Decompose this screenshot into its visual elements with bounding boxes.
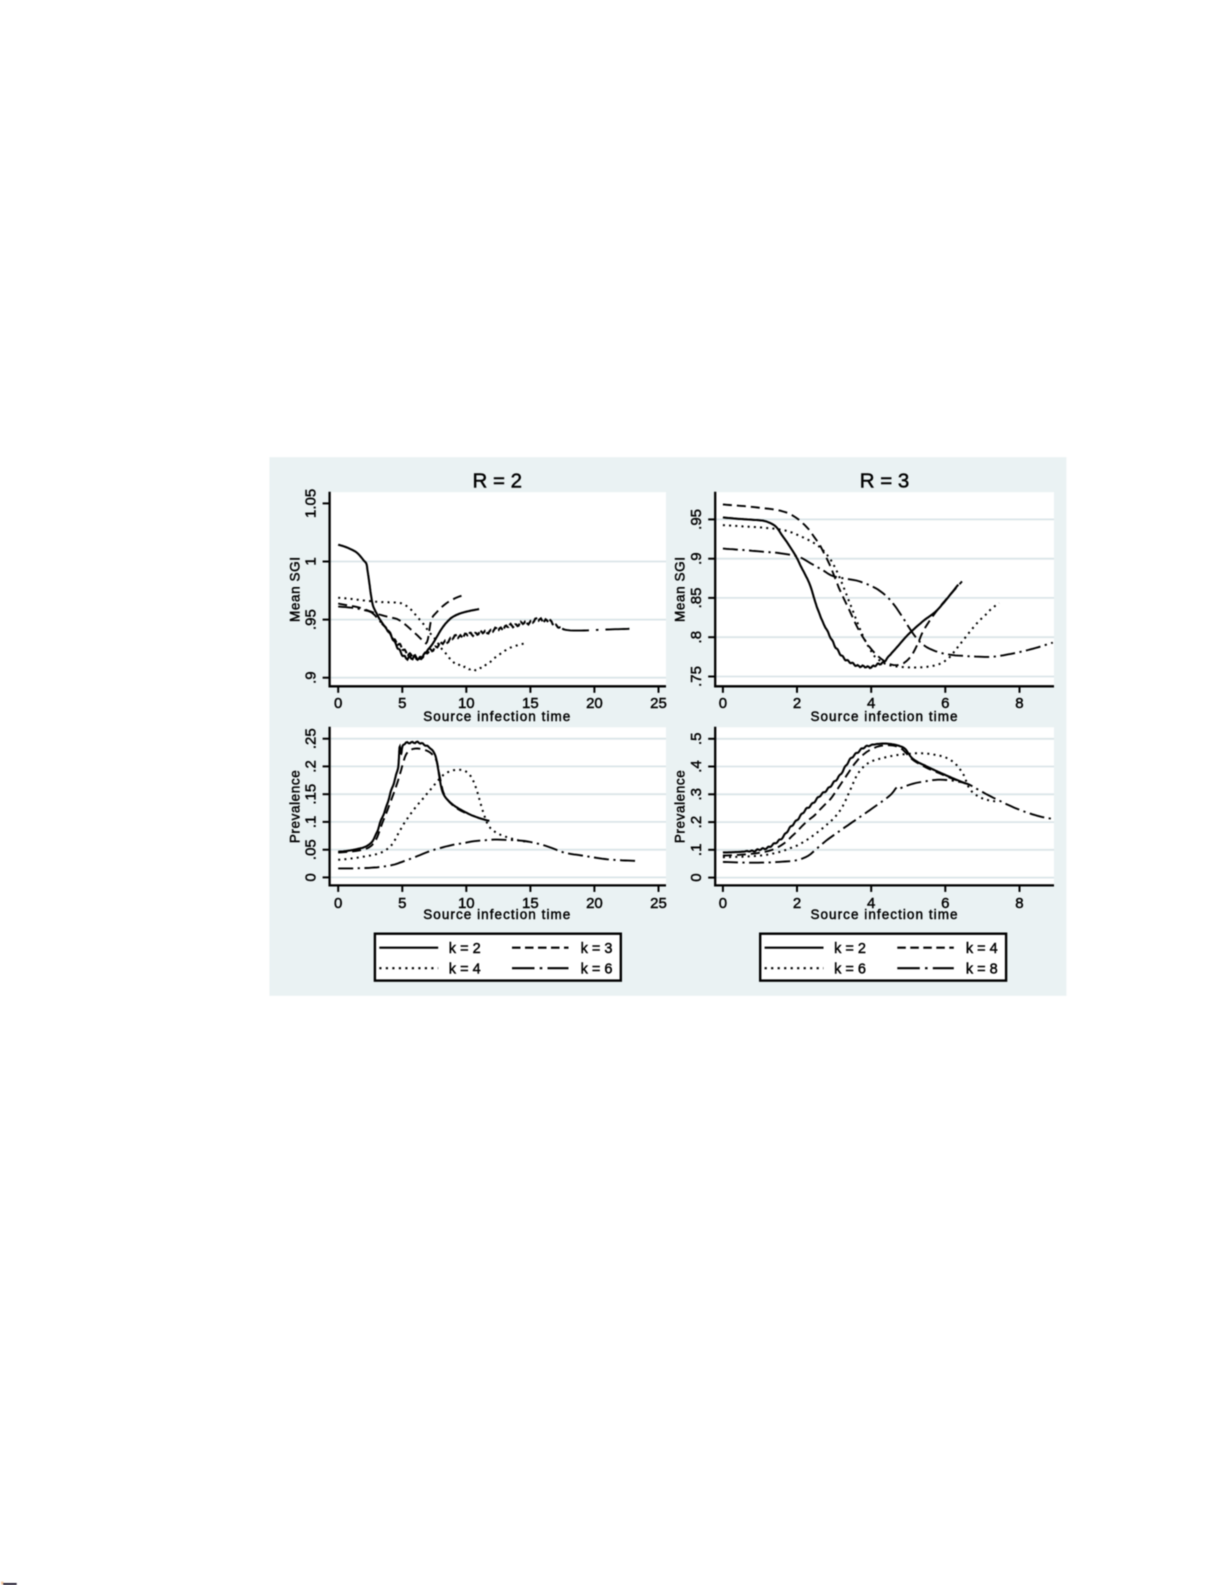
svg-text:2: 2 [793,695,801,712]
svg-text:.1: .1 [303,816,320,829]
svg-text:.05: .05 [303,839,320,860]
svg-text:.95: .95 [303,609,320,630]
svg-text:Prevalence: Prevalence [673,770,688,844]
svg-text:k = 2: k = 2 [449,941,481,957]
svg-text:Source infection time: Source infection time [810,907,958,922]
svg-text:1: 1 [303,557,320,565]
svg-text:R = 3: R = 3 [860,470,910,493]
svg-text:k = 6: k = 6 [834,961,866,977]
svg-text:10: 10 [458,895,475,912]
svg-text:k = 3: k = 3 [581,941,613,957]
svg-text:.3: .3 [688,788,705,801]
svg-text:.1: .1 [688,844,705,857]
svg-text:.2: .2 [688,816,705,829]
svg-text:5: 5 [398,695,406,712]
svg-text:8: 8 [1015,695,1023,712]
svg-text:.95: .95 [688,509,705,530]
svg-text:k = 6: k = 6 [581,961,613,977]
svg-text:Mean SGI: Mean SGI [673,556,688,622]
svg-text:k = 2: k = 2 [834,941,866,957]
svg-text:2: 2 [793,895,801,912]
svg-text:5: 5 [398,895,406,912]
svg-text:8: 8 [1015,895,1023,912]
svg-text:R = 2: R = 2 [473,470,523,493]
svg-text:0: 0 [334,695,342,712]
svg-text:15: 15 [522,695,539,712]
svg-text:k = 4: k = 4 [449,961,481,977]
svg-text:6: 6 [941,895,949,912]
svg-text:.2: .2 [303,760,320,773]
svg-text:.85: .85 [688,588,705,609]
svg-text:Prevalence: Prevalence [288,770,303,844]
svg-text:Source infection time: Source infection time [810,709,958,724]
svg-text:.9: .9 [303,671,320,684]
svg-text:6: 6 [941,695,949,712]
svg-text:1.05: 1.05 [303,489,320,518]
svg-text:20: 20 [586,695,603,712]
svg-text:25: 25 [650,895,667,912]
svg-text:.25: .25 [303,728,320,749]
svg-text:4: 4 [867,695,875,712]
svg-text:0: 0 [719,695,727,712]
svg-text:0: 0 [334,895,342,912]
svg-text:Source infection time: Source infection time [423,709,571,724]
svg-text:0: 0 [688,873,705,881]
svg-text:25: 25 [650,695,667,712]
svg-text:k = 4: k = 4 [966,941,998,957]
svg-text:.5: .5 [688,732,705,745]
svg-text:.15: .15 [303,784,320,805]
svg-text:.4: .4 [688,760,705,773]
svg-text:k = 8: k = 8 [966,961,998,977]
svg-text:Source infection time: Source infection time [423,907,571,922]
svg-text:4: 4 [867,895,875,912]
svg-text:10: 10 [458,695,475,712]
svg-text:Mean SGI: Mean SGI [288,556,303,622]
svg-text:0: 0 [303,873,320,881]
svg-text:0: 0 [719,895,727,912]
svg-text:.8: .8 [688,631,705,644]
svg-text:.9: .9 [688,552,705,565]
svg-text:15: 15 [522,895,539,912]
svg-text:20: 20 [586,895,603,912]
svg-text:.75: .75 [688,666,705,687]
